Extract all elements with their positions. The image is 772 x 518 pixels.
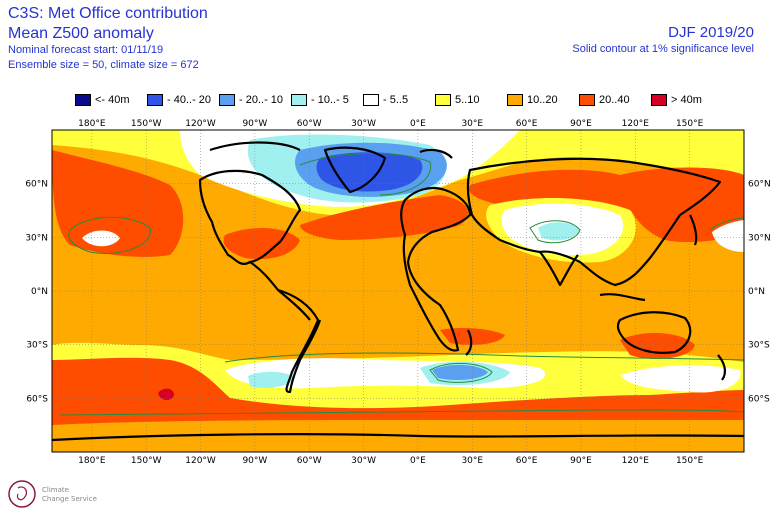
legend-swatch — [651, 94, 667, 106]
lon-tick-label: 90°E — [570, 456, 592, 466]
season-label: DJF 2019/20 — [668, 24, 754, 41]
field-white-npacific — [82, 230, 120, 247]
legend-swatch — [219, 94, 235, 106]
title-line-2: Mean Z500 anomaly — [8, 25, 154, 42]
lon-tick-label: 0°E — [410, 119, 426, 129]
lon-tick-label: 60°W — [297, 119, 322, 129]
legend-swatch — [147, 94, 163, 106]
legend-item: - 20..- 10 — [219, 94, 291, 106]
legend-item: - 5..5 — [363, 94, 435, 106]
lon-tick-label: 150°E — [676, 456, 704, 466]
legend-item: - 40..- 20 — [147, 94, 219, 106]
legend-item: 10..20 — [507, 94, 579, 106]
legend-swatch — [435, 94, 451, 106]
legend-item: 5..10 — [435, 94, 507, 106]
coastlines — [52, 141, 744, 442]
legend-swatch — [291, 94, 307, 106]
lon-tick-label: 60°W — [297, 456, 322, 466]
legend-label: > 40m — [671, 94, 702, 106]
lon-tick-label: 60°E — [516, 119, 538, 129]
lat-tick-label: 30°S — [748, 341, 770, 351]
lon-tick-label: 120°W — [185, 119, 216, 129]
lon-tick-label: 120°E — [622, 119, 650, 129]
lon-tick-label: 30°W — [351, 119, 376, 129]
field-cyan-asia — [538, 222, 580, 241]
title-line-1: C3S: Met Office contribution — [8, 5, 208, 22]
lon-tick-label: 30°E — [461, 119, 483, 129]
legend-item: 20..40 — [579, 94, 651, 106]
logo-ring-icon — [8, 480, 36, 508]
gridlines — [52, 130, 744, 452]
legend-label: - 20..- 10 — [239, 94, 284, 106]
lon-tick-label: 0°E — [410, 456, 426, 466]
legend-label: - 5..5 — [383, 94, 409, 106]
lon-tick-label: 30°W — [351, 456, 376, 466]
logo-text-line-1: Climate — [42, 486, 69, 494]
lon-tick-label: 120°W — [185, 456, 216, 466]
color-legend: <- 40m - 40..- 20 - 20..- 10 - 10..- 5 - 5..… — [75, 92, 723, 108]
field-red-nepacific — [620, 167, 744, 243]
legend-swatch — [363, 94, 379, 106]
field-white-nepacific — [712, 220, 744, 252]
legend-label: 10..20 — [527, 94, 558, 106]
lat-tick-label: 60°N — [25, 180, 48, 190]
field-darkred-spacific — [158, 388, 174, 401]
legend-label: 5..10 — [455, 94, 480, 106]
lon-tick-label: 60°E — [516, 456, 538, 466]
legend-swatch — [579, 94, 595, 106]
field-lightblue-indian — [432, 364, 488, 380]
lon-tick-label: 90°W — [242, 119, 267, 129]
lon-tick-label: 150°E — [676, 119, 704, 129]
legend-item: > 40m — [651, 94, 723, 106]
significance-note: Solid contour at 1% significance level — [572, 43, 754, 55]
field-red-atlantic — [300, 195, 469, 240]
lat-tick-label: 0°N — [31, 287, 48, 297]
legend-swatch — [507, 94, 523, 106]
field-cyan-southatl — [248, 371, 295, 388]
field-red-namerica — [223, 228, 300, 260]
legend-item: - 10..- 5 — [291, 94, 363, 106]
ensemble-size-text: Ensemble size = 50, climate size = 672 — [8, 59, 199, 71]
legend-swatch — [75, 94, 91, 106]
lat-tick-label: 60°S — [748, 394, 770, 404]
legend-item: <- 40m — [75, 94, 147, 106]
legend-label: - 10..- 5 — [311, 94, 349, 106]
lat-tick-label: 30°N — [748, 233, 771, 243]
lon-tick-label: 120°E — [622, 456, 650, 466]
copernicus-logo: Climate Change Service — [8, 480, 97, 508]
axis-tick-labels: 180°E 180°E 150°W 150°W 120°W 120°W 90°W 90°W 60… — [25, 119, 770, 466]
lat-tick-label: 60°N — [748, 180, 771, 190]
lon-tick-label: 90°E — [570, 119, 592, 129]
legend-label: 20..40 — [599, 94, 630, 106]
logo-swirl-icon — [16, 486, 28, 501]
lat-tick-label: 0°N — [748, 287, 765, 297]
lon-tick-label: 30°E — [461, 456, 483, 466]
lon-tick-label: 180°E — [78, 456, 106, 466]
lon-tick-label: 90°W — [242, 456, 267, 466]
lon-tick-label: 150°W — [131, 119, 162, 129]
lon-tick-label: 180°E — [78, 119, 106, 129]
lon-tick-label: 150°W — [131, 456, 162, 466]
map-frame — [51, 129, 745, 453]
lat-tick-label: 60°S — [26, 394, 48, 404]
field-white-southwest — [620, 365, 741, 393]
lat-tick-label: 30°S — [26, 341, 48, 351]
forecast-start-text: Nominal forecast start: 01/11/19 — [8, 44, 164, 56]
legend-label: - 40..- 20 — [167, 94, 212, 106]
legend-label: <- 40m — [95, 94, 130, 106]
logo-text-line-2: Change Service — [42, 495, 97, 503]
lat-tick-label: 30°N — [25, 233, 48, 243]
